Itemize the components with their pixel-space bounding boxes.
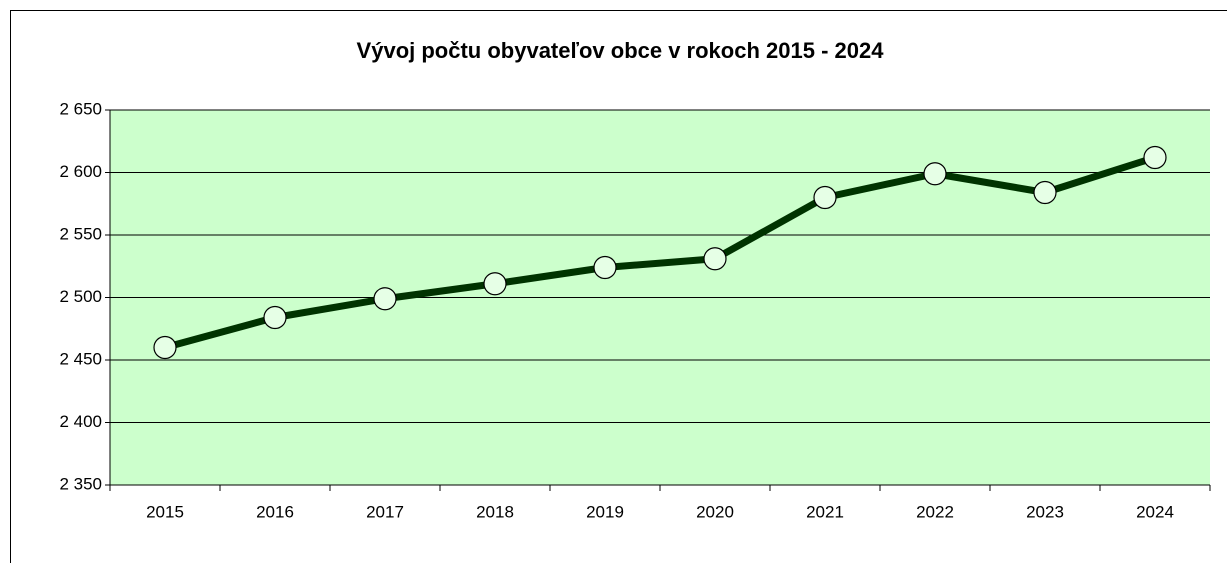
data-point xyxy=(813,185,837,210)
y-tick-label: 2 600 xyxy=(59,162,102,181)
x-tick-label: 2019 xyxy=(586,502,624,521)
data-line xyxy=(164,154,1157,351)
y-tick-label: 2 500 xyxy=(59,287,102,306)
y-tick-label: 2 650 xyxy=(59,99,102,118)
x-tick-label: 2022 xyxy=(916,502,954,521)
y-tick-label: 2 350 xyxy=(59,474,102,493)
x-tick-label: 2024 xyxy=(1136,502,1174,521)
data-point xyxy=(593,255,617,280)
data-point xyxy=(923,162,947,186)
x-tick-label: 2021 xyxy=(806,502,844,521)
data-point xyxy=(483,272,507,296)
x-tick-label: 2018 xyxy=(476,502,514,521)
x-tick-label: 2017 xyxy=(366,502,404,521)
chart-title: Vývoj počtu obyvateľov obce v rokoch 201… xyxy=(357,38,885,63)
data-point xyxy=(703,247,727,271)
y-tick-label: 2 400 xyxy=(59,412,102,431)
x-tick-label: 2015 xyxy=(146,502,184,521)
chart-frame xyxy=(10,10,1227,563)
data-point xyxy=(373,287,397,311)
data-point xyxy=(263,305,287,330)
y-tick-label: 2 550 xyxy=(59,224,102,243)
x-tick-label: 2023 xyxy=(1026,502,1064,521)
y-tick-label: 2 450 xyxy=(59,349,102,368)
data-point xyxy=(1143,145,1167,170)
x-tick-label: 2016 xyxy=(256,502,294,521)
data-point xyxy=(153,335,177,360)
x-tick-label: 2020 xyxy=(696,502,734,521)
data-point xyxy=(1033,180,1057,205)
